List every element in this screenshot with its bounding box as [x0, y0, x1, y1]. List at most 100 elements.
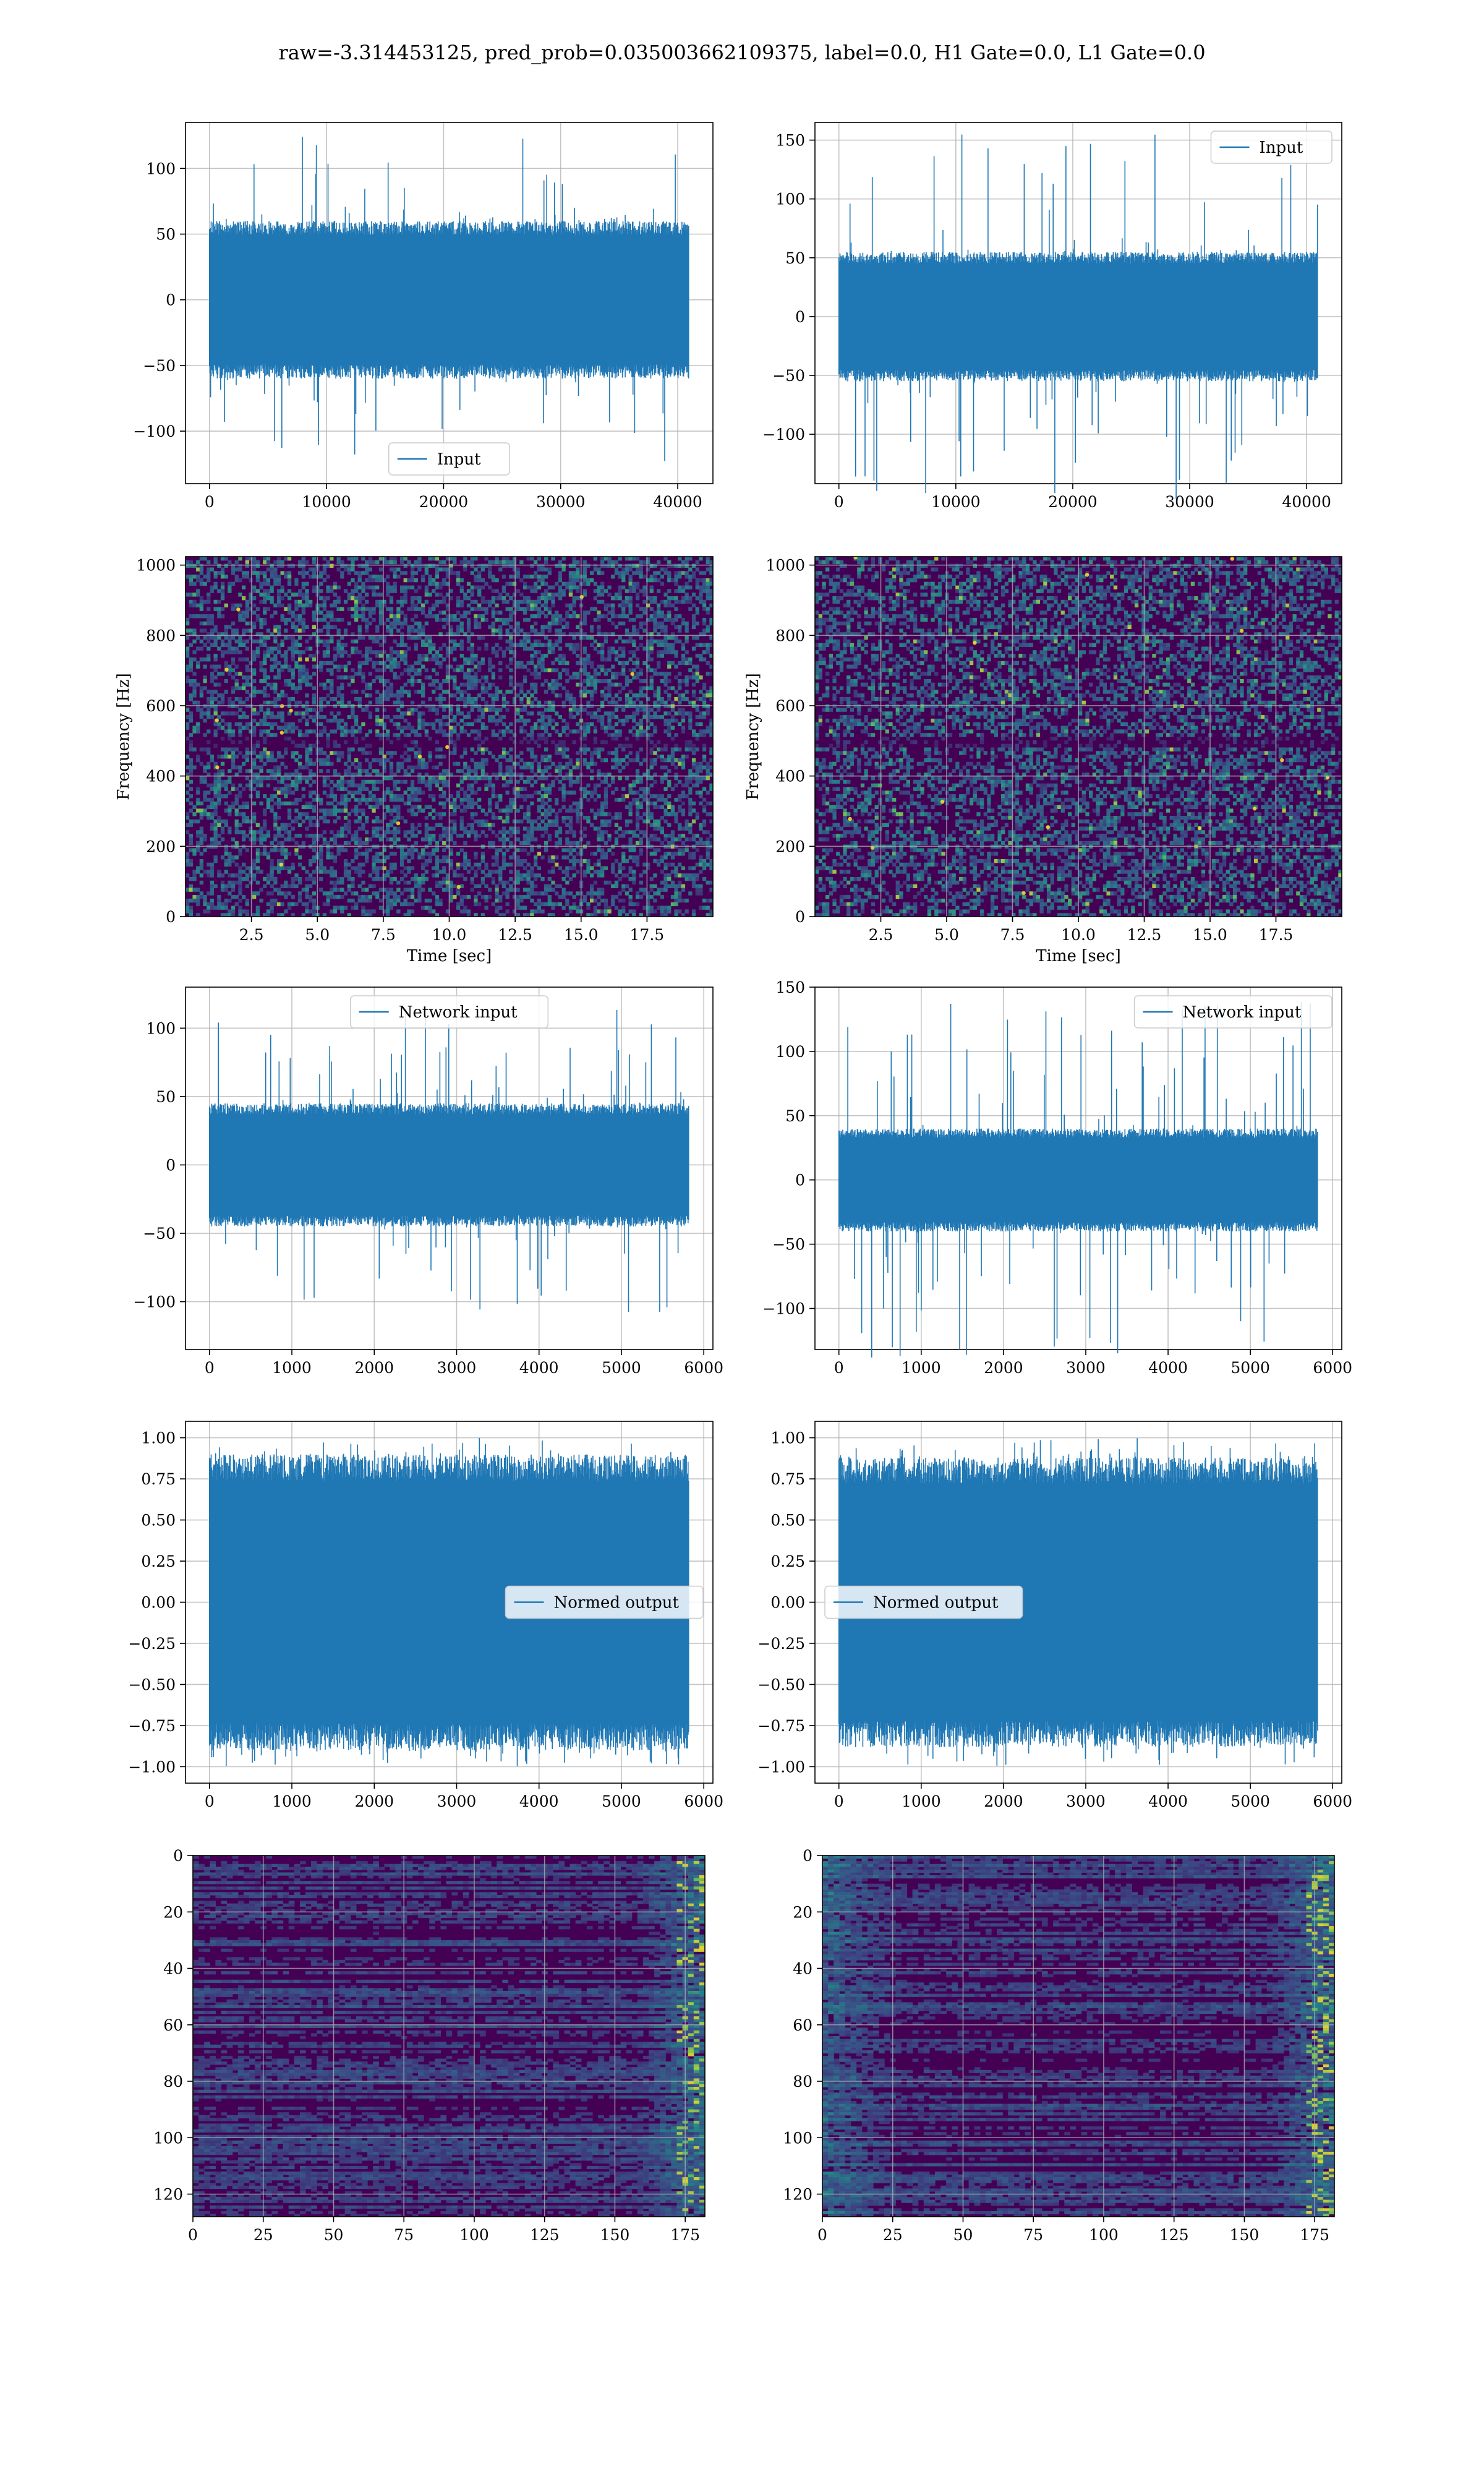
- panel-spec-l1: 2.5 5.0 7.5 10.0 12.5 15.0 17.5 0 200 400 600 800 10…: [744, 556, 1342, 965]
- x-tick-label: 4000: [519, 1359, 559, 1377]
- x-tick-label: 15.0: [564, 926, 599, 944]
- y-tick-label: −1.00: [128, 1758, 176, 1776]
- x-tick-label: 5.0: [305, 926, 330, 944]
- x-tick-label: 7.5: [371, 926, 396, 944]
- y-tick-label: 0.75: [770, 1470, 805, 1488]
- legend: Network input: [350, 995, 548, 1029]
- panel-input-h1: 0 10000 20000 30000 40000 −100 −50 0 50 100 Input: [133, 122, 714, 511]
- grid-lines: [192, 1855, 705, 2217]
- heatmap-image: [822, 1856, 1334, 2217]
- y-tick-label: 600: [775, 697, 805, 715]
- series-line: [209, 1009, 689, 1312]
- x-tick-label: 0: [834, 493, 844, 511]
- x-tick-label: 10.0: [1061, 926, 1096, 944]
- legend: Normed output: [505, 1585, 704, 1619]
- x-tick-label: 1000: [902, 1359, 941, 1377]
- x-tick-label: 0: [834, 1359, 844, 1377]
- y-tick-label: 0: [795, 308, 805, 326]
- y-tick-label: 600: [146, 697, 176, 715]
- x-tick-label: 6000: [1313, 1359, 1352, 1377]
- x-axis-label: Time [sec]: [1036, 947, 1121, 965]
- y-axis-label: Frequency [Hz]: [744, 673, 762, 800]
- x-tick-label: 30000: [1165, 493, 1214, 511]
- legend-label: Normed output: [554, 1594, 680, 1612]
- x-tick-label: 125: [530, 2226, 560, 2244]
- y-tick-label: 0.25: [770, 1552, 805, 1570]
- y-tick-label: −0.25: [128, 1635, 176, 1653]
- y-tick-label: −0.50: [757, 1676, 805, 1693]
- y-tick-label: 1.00: [141, 1429, 176, 1447]
- y-tick-label: 60: [793, 2016, 812, 2034]
- x-tick-label: 125: [1159, 2226, 1189, 2244]
- panel-input-l1: 0 10000 20000 30000 40000 −100 −50 0 50 100 150 Inp…: [762, 122, 1342, 511]
- x-tick-label: 6000: [1313, 1792, 1352, 1810]
- panel-norm-h1: 0 1000 2000 3000 4000 5000 6000 −1.00 −0.75 −0.50…: [128, 1421, 723, 1810]
- y-tick-label: 100: [146, 160, 176, 178]
- y-tick-label: 100: [783, 2129, 812, 2147]
- y-tick-label: 0.00: [770, 1594, 805, 1612]
- y-tick-label: −0.50: [128, 1676, 176, 1693]
- series-line: [838, 134, 1318, 499]
- x-tick-label: 1000: [272, 1792, 312, 1810]
- y-tick-label: 100: [153, 2129, 183, 2147]
- x-tick-label: 150: [600, 2226, 630, 2244]
- y-tick-label: 200: [775, 837, 805, 855]
- x-tick-label: 0: [817, 2226, 827, 2244]
- y-tick-label: 50: [156, 226, 176, 244]
- panel-net-l1: 0 1000 2000 3000 4000 5000 6000 −100 −50 0 50 100 15…: [762, 978, 1352, 1377]
- y-tick-label: 0: [166, 1156, 176, 1174]
- x-tick-label: 1000: [902, 1792, 941, 1810]
- x-tick-label: 5000: [602, 1359, 641, 1377]
- x-tick-label: 0: [188, 2226, 198, 2244]
- x-tick-label: 2000: [984, 1359, 1023, 1377]
- legend: Normed output: [824, 1585, 1023, 1619]
- y-tick-label: 60: [163, 2016, 183, 2034]
- y-tick-label: 100: [146, 1019, 176, 1037]
- x-tick-label: 40000: [1282, 493, 1331, 511]
- y-tick-label: 200: [146, 837, 176, 855]
- x-tick-label: 0: [205, 1792, 215, 1810]
- y-tick-label: −100: [133, 1293, 176, 1311]
- y-tick-label: 150: [775, 132, 805, 150]
- x-tick-label: 2.5: [239, 926, 264, 944]
- x-tick-label: 5.0: [934, 926, 959, 944]
- y-tick-label: 40: [163, 1960, 183, 1978]
- y-tick-label: 100: [775, 190, 805, 208]
- y-tick-label: 800: [775, 627, 805, 644]
- y-tick-label: −100: [762, 426, 805, 443]
- x-tick-label: 175: [670, 2226, 700, 2244]
- y-tick-label: −100: [762, 1300, 805, 1318]
- legend-label: Normed output: [873, 1594, 999, 1612]
- y-tick-label: −50: [143, 1225, 176, 1243]
- y-tick-label: 0: [173, 1847, 183, 1865]
- x-tick-label: 20000: [1048, 493, 1098, 511]
- y-tick-label: 0: [803, 1847, 812, 1865]
- x-tick-label: 7.5: [1000, 926, 1025, 944]
- x-tick-label: 15.0: [1193, 926, 1227, 944]
- axes-frame: [814, 987, 1342, 1350]
- grid-lines: [186, 557, 713, 917]
- x-tick-label: 4000: [1148, 1792, 1188, 1810]
- legend-label: Input: [1260, 139, 1303, 157]
- x-tick-label: 3000: [1066, 1359, 1106, 1377]
- x-tick-label: 30000: [536, 493, 586, 511]
- panel-spec-h1: 2.5 5.0 7.5 10.0 12.5 15.0 17.5 0 200 400 600 800 10…: [114, 556, 714, 965]
- y-tick-label: 0: [166, 291, 176, 309]
- y-tick-label: 150: [775, 978, 805, 996]
- y-tick-label: −1.00: [757, 1758, 805, 1776]
- y-tick-label: 1000: [136, 557, 176, 575]
- axes-frame: [192, 1855, 706, 2217]
- x-tick-label: 12.5: [1127, 926, 1162, 944]
- panel-feat-h1: 0 25 50 75 100 125 150 175 0 20 40 60 80 100 120: [153, 1847, 706, 2244]
- axes-frame: [185, 987, 714, 1350]
- y-tick-label: 400: [146, 768, 176, 785]
- x-tick-label: 3000: [437, 1792, 477, 1810]
- axes-frame: [822, 1855, 1335, 2217]
- x-tick-label: 1000: [272, 1359, 312, 1377]
- figure-title: raw=-3.314453125, pred_prob=0.0350036621…: [0, 41, 1484, 64]
- y-tick-label: 0: [166, 908, 176, 926]
- y-tick-label: −50: [772, 367, 805, 385]
- y-tick-label: 400: [775, 768, 805, 785]
- x-tick-label: 12.5: [498, 926, 532, 944]
- x-tick-label: 2000: [984, 1792, 1023, 1810]
